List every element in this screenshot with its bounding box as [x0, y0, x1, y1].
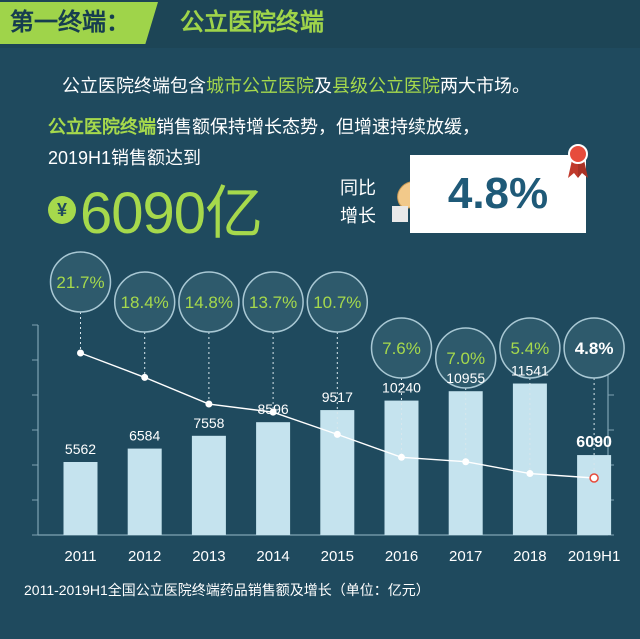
x-tick-labels: 2011 2012 2013 2014 2015 2016 2017 2018 2019H1	[64, 548, 620, 565]
bar-value-2019H1: 6090	[576, 434, 612, 451]
bar-2019H1	[577, 455, 612, 535]
bar-2011	[63, 461, 98, 535]
growth-line-series	[77, 349, 599, 483]
growth-label-2017: 7.0%	[446, 349, 485, 368]
bubble-2011	[49, 251, 112, 313]
x-tick-2015: 2015	[321, 548, 354, 565]
ribbon-icon	[568, 144, 588, 178]
x-tick-2019H1: 2019H1	[568, 548, 621, 565]
growth-point-2012	[141, 373, 149, 381]
bar-2014	[256, 422, 291, 535]
growth-label-2014: 13.7%	[249, 293, 297, 312]
header-bar: 第一终端： 公立医院终端	[0, 0, 640, 48]
bubble-2012	[113, 271, 176, 333]
bar-2012	[127, 448, 162, 535]
bubble-2018	[499, 317, 561, 379]
bubble-2019H1	[563, 317, 625, 379]
bubble-2014	[242, 271, 304, 333]
bar-value-2013: 7558	[193, 415, 224, 431]
growth-label-2011: 21.7%	[56, 273, 104, 292]
growth-point-2013	[205, 400, 213, 408]
bubble-connectors	[80, 312, 595, 478]
x-tick-2013: 2013	[192, 548, 225, 565]
growth-value: 4.8%	[447, 169, 549, 218]
x-tick-2014: 2014	[256, 548, 289, 565]
growth-point-2017	[462, 458, 470, 466]
growth-point-2016	[398, 453, 405, 461]
x-tick-2018: 2018	[513, 548, 546, 565]
bubble-2017	[434, 327, 497, 389]
growth-point-2011	[77, 349, 84, 357]
intro-line-2: 公立医院终端销售额保持增长态势，但增速持续放缓，	[48, 117, 480, 137]
intro-line-3: 2019H1销售额达到	[48, 148, 202, 168]
growth-label-2012: 18.4%	[121, 293, 169, 312]
intro-line-1: 公立医院终端包含城市公立医院及县级公立医院两大市场。	[62, 76, 530, 96]
growth-label-2013: 14.8%	[185, 293, 233, 312]
bar-value-2018: 11541	[511, 363, 549, 379]
growth-point-2015	[333, 430, 341, 438]
yuan-icon: ¥	[48, 196, 76, 224]
growth-point-2018	[526, 470, 534, 478]
x-tick-2017: 2017	[449, 548, 482, 565]
bar-2016	[384, 400, 419, 535]
header-tag: 第一终端：	[0, 2, 158, 44]
sales-growth-chart: 21.7% 18.4% 14.8% 13.7% 10.7% 7.6% 7.0% 5.4% 4.8…	[32, 251, 625, 565]
growth-label-2016: 7.6%	[382, 339, 421, 358]
x-tick-2011: 2011	[64, 548, 96, 565]
bar-value-2017: 10955	[446, 370, 485, 386]
bar-value-labels: 5562 6584 7558 8596 9517 10240 10955 11541 6090	[65, 363, 612, 457]
growth-point-2014	[269, 408, 277, 416]
bar-value-2012: 6584	[129, 428, 160, 444]
headline-sales-value: 6090亿	[80, 181, 263, 246]
bubble-2013	[178, 271, 240, 333]
growth-card: 4.8%	[410, 155, 586, 233]
chart-caption: 2011-2019H1全国公立医院终端药品销售额及增长（单位：亿元）	[24, 582, 430, 598]
bar-value-2011: 5562	[65, 441, 96, 457]
growth-label-2018: 5.4%	[511, 339, 550, 358]
growth-bubbles: 21.7% 18.4% 14.8% 13.7% 10.7% 7.6% 7.0% 5.4% 4.8…	[49, 251, 625, 389]
x-tick-2012: 2012	[128, 548, 161, 565]
header-title: 公立医院终端	[180, 9, 324, 36]
bubble-2015	[306, 271, 369, 333]
growth-point-2019H1	[589, 473, 599, 483]
growth-label-2015: 10.7%	[313, 293, 361, 312]
bar-value-2014: 8596	[258, 401, 289, 417]
x-tick-2016: 2016	[385, 548, 418, 565]
yoy-label: 同比增长	[340, 178, 376, 226]
bar-series	[63, 383, 612, 535]
bubble-2016	[370, 317, 433, 379]
bar-value-2016: 10240	[382, 380, 421, 396]
growth-label-2019H1: 4.8%	[575, 339, 614, 358]
bar-value-2015: 9517	[322, 389, 353, 405]
bar-2013	[191, 435, 226, 535]
